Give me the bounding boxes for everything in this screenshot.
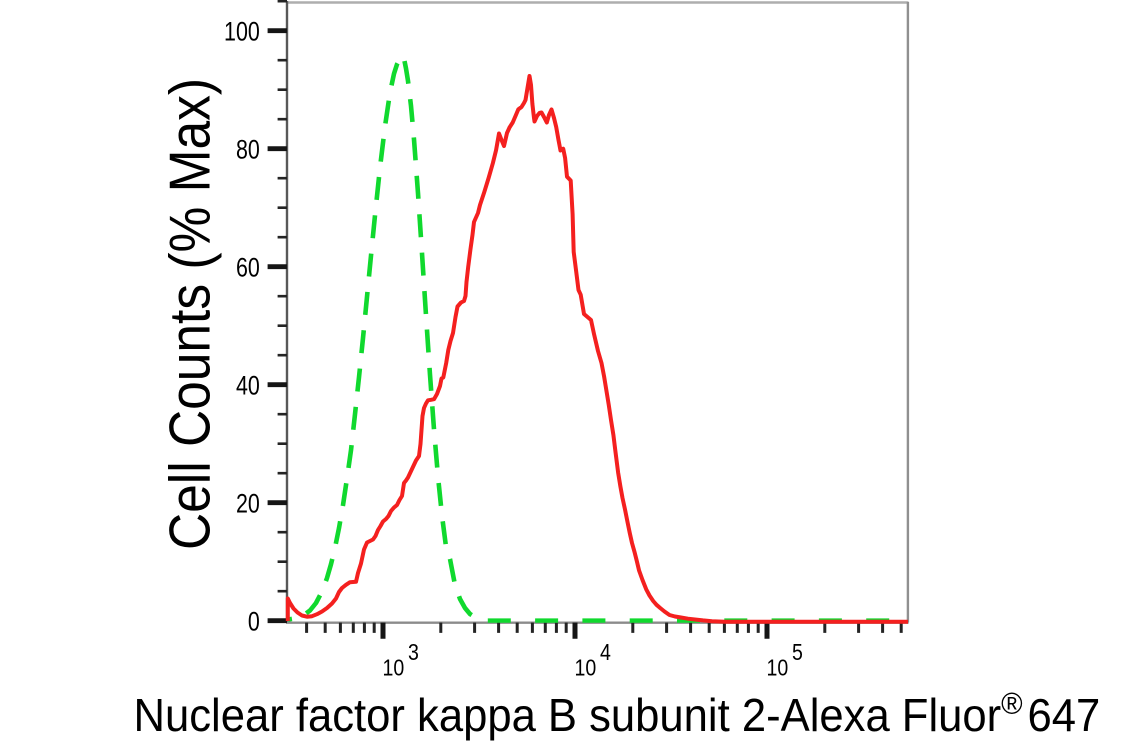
svg-text:10: 10 [575,655,597,681]
svg-text:60: 60 [236,253,260,283]
svg-text:0: 0 [248,607,260,637]
svg-text:5: 5 [792,640,803,666]
svg-text:80: 80 [236,135,260,165]
svg-text:20: 20 [236,489,260,519]
svg-text:10: 10 [383,655,405,681]
svg-text:Nuclear factor kappa B subunit: Nuclear factor kappa B subunit 2-Alexa F… [134,687,1101,741]
svg-text:10: 10 [767,655,789,681]
svg-text:100: 100 [224,17,260,47]
svg-text:40: 40 [236,371,260,401]
svg-text:3: 3 [408,640,419,666]
svg-text:4: 4 [600,640,611,666]
svg-text:Cell Counts (% Max): Cell Counts (% Max) [158,78,222,550]
